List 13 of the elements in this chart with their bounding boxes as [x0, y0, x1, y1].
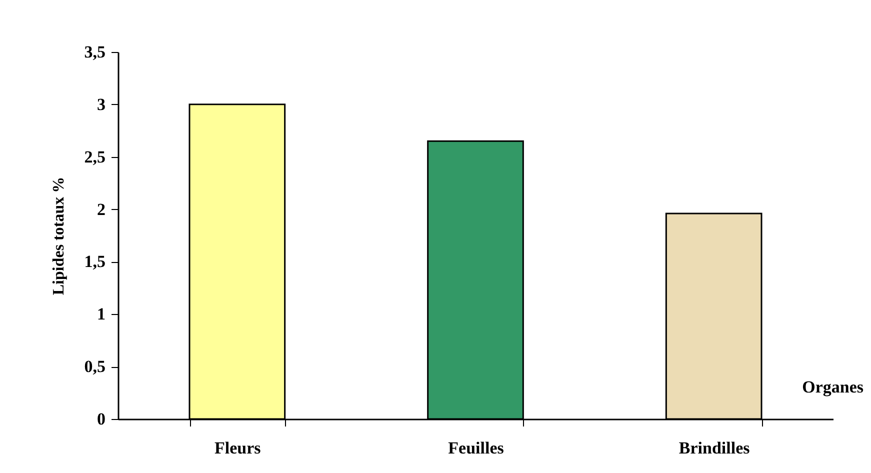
y-tick-label: 0,5 [84, 357, 106, 376]
x-tick-label: Brindilles [678, 438, 750, 458]
y-axis-title: Lipides totaux % [50, 176, 68, 296]
y-tick-label: 1 [97, 304, 106, 324]
y-tick-label: 3 [97, 94, 106, 114]
y-tick-label: 2 [97, 200, 106, 219]
y-tick-label: 2,5 [84, 147, 106, 166]
x-tick-label: Fleurs [214, 438, 262, 458]
x-axis-title: Organes [802, 378, 864, 396]
y-tick-label: 1,5 [84, 252, 106, 272]
y-tick-label: 0 [97, 410, 106, 428]
y-tick-label: 3,5 [84, 42, 106, 62]
x-tick-label: Feuilles [448, 438, 504, 458]
